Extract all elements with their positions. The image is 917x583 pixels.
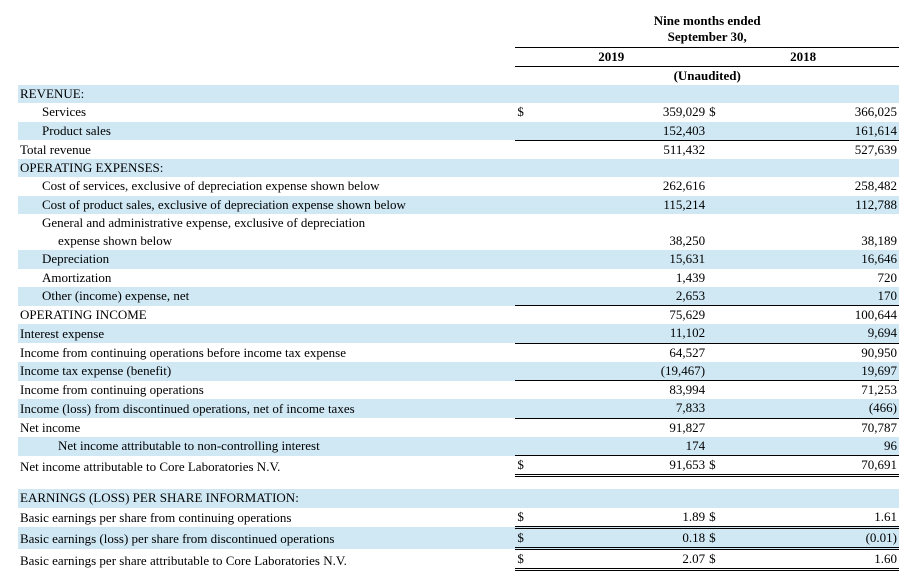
row-value: 152,403 [538, 122, 707, 141]
row-value: 511,432 [538, 140, 707, 159]
row-label: Depreciation [18, 250, 515, 268]
row-value: 91,827 [538, 418, 707, 437]
row-value: 91,653 [538, 456, 707, 476]
row-value: 112,788 [730, 196, 899, 214]
row-value: 1.60 [730, 549, 899, 570]
row-value: 0.18 [538, 527, 707, 548]
row-label: Services [18, 103, 515, 121]
currency-symbol: $ [515, 527, 538, 548]
row-value: 16,646 [730, 250, 899, 268]
period-header: Nine months ended September 30, [515, 12, 899, 47]
row-label: Amortization [18, 269, 515, 287]
row-value: 90,950 [730, 343, 899, 362]
row-value: 19,697 [730, 362, 899, 381]
row-label: Income from continuing operations [18, 381, 515, 400]
year-2019-header: 2019 [515, 47, 707, 66]
row-label: Income (loss) from discontinued operatio… [18, 399, 515, 418]
row-value: 262,616 [538, 177, 707, 195]
row-value: 161,614 [730, 122, 899, 141]
row-value: (0.01) [730, 527, 899, 548]
row-label: OPERATING INCOME [18, 306, 515, 325]
row-value: (19,467) [538, 362, 707, 381]
row-value: 11,102 [538, 324, 707, 343]
row-value: 96 [730, 437, 899, 456]
row-value: 115,214 [538, 196, 707, 214]
row-label: Cost of services, exclusive of depreciat… [18, 177, 515, 195]
row-label: Product sales [18, 122, 515, 141]
row-label: Basic earnings per share from continuing… [18, 508, 515, 528]
row-value: 720 [730, 269, 899, 287]
row-label: Basic earnings per share attributable to… [18, 549, 515, 570]
row-value: 70,787 [730, 418, 899, 437]
row-label: Income tax expense (benefit) [18, 362, 515, 381]
year-2018-header: 2018 [707, 47, 899, 66]
unaudited-label: (Unaudited) [515, 66, 899, 85]
row-value: 7,833 [538, 399, 707, 418]
income-statement-table: Nine months ended September 30, 2019 201… [18, 12, 899, 571]
row-value: 70,691 [730, 456, 899, 476]
row-value: 359,029 [538, 103, 707, 121]
row-value: 366,025 [730, 103, 899, 121]
row-value: 1,439 [538, 269, 707, 287]
row-value: 2,653 [538, 287, 707, 306]
row-label: Other (income) expense, net [18, 287, 515, 306]
row-value: 75,629 [538, 306, 707, 325]
row-label: Net income attributable to Core Laborato… [18, 456, 515, 476]
eps-section-header: EARNINGS (LOSS) PER SHARE INFORMATION: [18, 489, 515, 507]
opex-section-header: OPERATING EXPENSES: [18, 159, 515, 177]
row-value: 64,527 [538, 343, 707, 362]
period-line2: September 30, [668, 29, 747, 44]
row-label: Basic earnings (loss) per share from dis… [18, 527, 515, 548]
row-label: Net income attributable to non-controlli… [18, 437, 515, 456]
currency-symbol: $ [515, 103, 538, 121]
row-value: 258,482 [730, 177, 899, 195]
currency-symbol: $ [707, 527, 730, 548]
currency-symbol: $ [515, 456, 538, 476]
row-value: 71,253 [730, 381, 899, 400]
row-label: expense shown below [18, 232, 515, 250]
row-value: 1.89 [538, 508, 707, 528]
currency-symbol: $ [707, 103, 730, 121]
row-value: 170 [730, 287, 899, 306]
currency-symbol: $ [707, 456, 730, 476]
revenue-section-header: REVENUE: [18, 85, 515, 103]
period-line1: Nine months ended [654, 13, 761, 28]
row-value: 9,694 [730, 324, 899, 343]
row-value: 174 [538, 437, 707, 456]
row-value: 38,250 [538, 232, 707, 250]
row-value: (466) [730, 399, 899, 418]
row-label: Interest expense [18, 324, 515, 343]
row-value: 15,631 [538, 250, 707, 268]
row-label: Total revenue [18, 140, 515, 159]
currency-symbol: $ [515, 549, 538, 570]
row-label: Net income [18, 418, 515, 437]
row-value: 1.61 [730, 508, 899, 528]
row-label: Cost of product sales, exclusive of depr… [18, 196, 515, 214]
row-value: 38,189 [730, 232, 899, 250]
row-label: General and administrative expense, excl… [18, 214, 515, 232]
row-value: 83,994 [538, 381, 707, 400]
row-value: 2.07 [538, 549, 707, 570]
row-value: 527,639 [730, 140, 899, 159]
row-value: 100,644 [730, 306, 899, 325]
row-label: Income from continuing operations before… [18, 343, 515, 362]
currency-symbol: $ [707, 549, 730, 570]
currency-symbol: $ [707, 508, 730, 528]
currency-symbol: $ [515, 508, 538, 528]
